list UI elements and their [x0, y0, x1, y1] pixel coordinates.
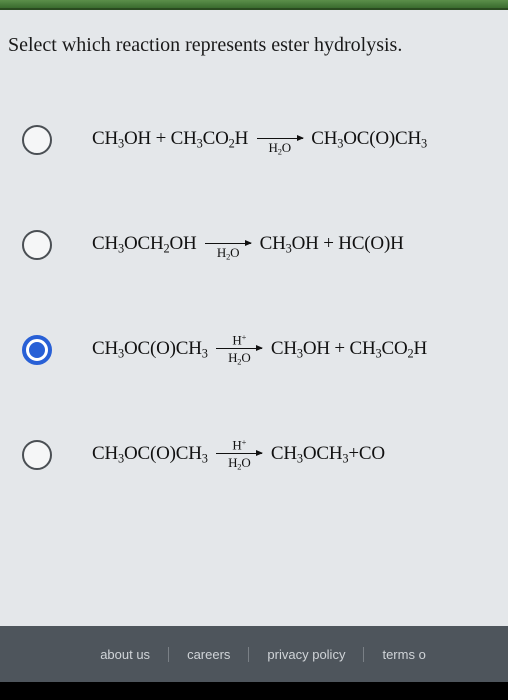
reagent-top: H+ [232, 438, 246, 452]
option-row: CH3OC(O)CH3 H+ H2O CH3OCH3+CO [8, 402, 508, 507]
equation: CH3OH + CH3CO2H H2O CH3OC(O)CH3 [92, 123, 427, 156]
equation-right: CH3OC(O)CH3 [311, 128, 427, 149]
reaction-arrow: H2O [205, 228, 251, 261]
footer-link[interactable]: terms o [363, 647, 425, 662]
option-row: CH3OC(O)CH3 H+ H2O CH3OH + CH3CO2H [8, 297, 508, 402]
footer-link[interactable]: about us [82, 647, 168, 662]
footer-link[interactable]: privacy policy [248, 647, 363, 662]
equation: CH3OCH2OH H2O CH3OH + HC(O)H [92, 228, 404, 261]
reagent-bottom: H2O [268, 141, 290, 156]
radio-option-1[interactable] [22, 230, 52, 260]
equation: CH3OC(O)CH3 H+ H2O CH3OCH3+CO [92, 438, 385, 472]
footer-bar: about uscareersprivacy policyterms o [0, 626, 508, 682]
equation-left: CH3OC(O)CH3 [92, 338, 208, 359]
quiz-content: Select which reaction represents ester h… [0, 10, 508, 650]
option-list: CH3OH + CH3CO2H H2O CH3OC(O)CH3 CH3OCH2OH… [8, 87, 508, 507]
arrow-icon [205, 243, 251, 244]
equation: CH3OC(O)CH3 H+ H2O CH3OH + CH3CO2H [92, 333, 427, 367]
window-topbar [0, 0, 508, 10]
device-label [0, 682, 508, 700]
equation-right: CH3OCH3+CO [271, 443, 385, 464]
reagent-bottom: H2O [228, 456, 250, 471]
reaction-arrow: H2O [257, 123, 303, 156]
reagent-bottom: H2O [228, 351, 250, 366]
equation-left: CH3OCH2OH [92, 233, 197, 254]
reagent-bottom: H2O [217, 246, 239, 261]
arrow-icon [216, 453, 262, 454]
reagent-top [227, 228, 230, 241]
equation-left: CH3OH + CH3CO2H [92, 128, 248, 149]
radio-option-0[interactable] [22, 125, 52, 155]
reagent-top [278, 123, 281, 136]
equation-left: CH3OC(O)CH3 [92, 443, 208, 464]
arrow-icon [216, 348, 262, 349]
option-row: CH3OCH2OH H2O CH3OH + HC(O)H [8, 192, 508, 297]
equation-right: CH3OH + HC(O)H [260, 233, 404, 254]
option-row: CH3OH + CH3CO2H H2O CH3OC(O)CH3 [8, 87, 508, 192]
radio-option-2[interactable] [22, 335, 52, 365]
radio-option-3[interactable] [22, 440, 52, 470]
reaction-arrow: H+ H2O [216, 438, 262, 472]
question-text: Select which reaction represents ester h… [8, 34, 500, 57]
equation-right: CH3OH + CH3CO2H [271, 338, 427, 359]
arrow-icon [257, 138, 303, 139]
reagent-top: H+ [232, 333, 246, 347]
footer-link[interactable]: careers [168, 647, 248, 662]
reaction-arrow: H+ H2O [216, 333, 262, 367]
